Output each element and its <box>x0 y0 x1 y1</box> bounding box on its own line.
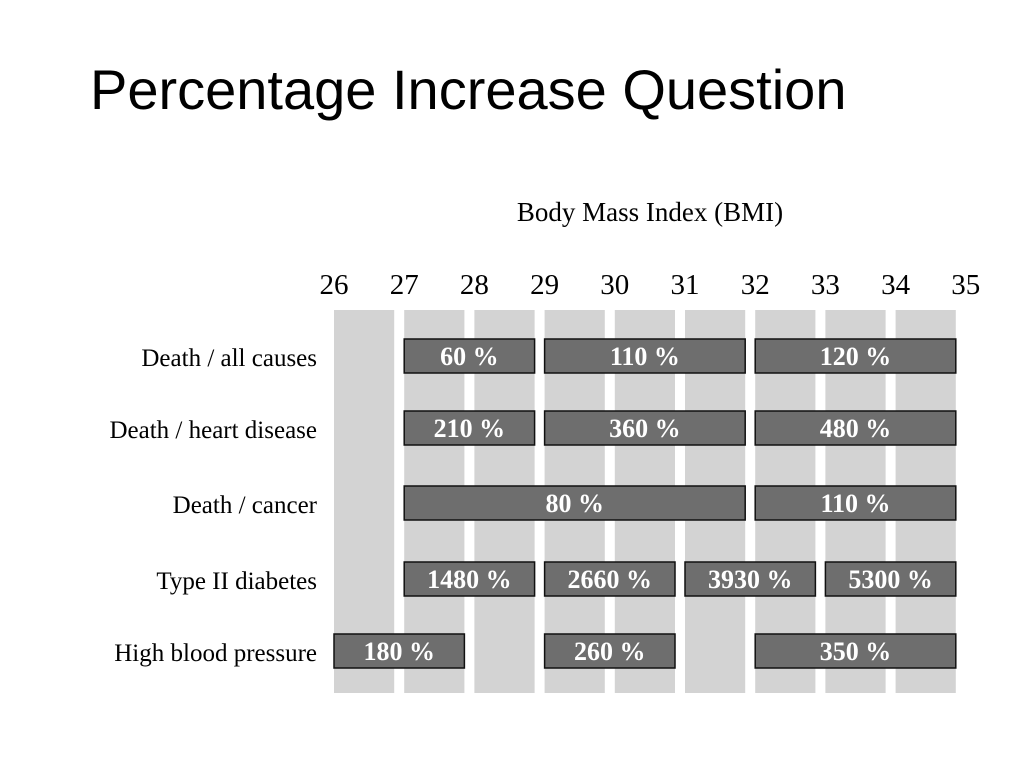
x-tick-label: 34 <box>881 269 911 301</box>
chart-row: Death / heart disease 210 % 360 % 480 % <box>109 410 957 446</box>
chart-rows: Death / all causes 60 % 110 % 120 %Death / … <box>109 338 957 669</box>
bar-segment <box>754 485 957 521</box>
x-axis-title: Body Mass Index (BMI) <box>517 197 783 227</box>
bar-segment <box>754 338 957 374</box>
chart-row: Death / cancer 80 % 110 % <box>173 485 957 521</box>
chart-row: High blood pressure 180 % 260 % 350 % <box>114 633 957 669</box>
bar-segment <box>824 561 957 597</box>
segment-label: 60 % <box>440 342 499 371</box>
segment-label: 3930 % <box>708 565 793 594</box>
row-label: Death / all causes <box>141 345 317 372</box>
x-tick-label: 35 <box>951 269 980 301</box>
bar-segment <box>684 561 817 597</box>
bar-segment <box>543 633 676 669</box>
row-label: Death / cancer <box>173 492 318 519</box>
bar-segment <box>403 338 536 374</box>
grid-band <box>334 310 395 693</box>
x-tick-label: 30 <box>600 269 629 301</box>
x-tick-label: 31 <box>671 269 700 301</box>
segment-label: 1480 % <box>427 565 512 594</box>
segment-label: 110 % <box>610 342 680 371</box>
segment-label: 5300 % <box>848 565 933 594</box>
x-tick-label: 29 <box>530 269 559 301</box>
segment-label: 350 % <box>820 637 892 666</box>
x-tick-label: 26 <box>320 269 349 301</box>
bar-segment <box>403 410 536 446</box>
bar-segment <box>333 633 466 669</box>
segment-label: 2660 % <box>568 565 653 594</box>
segment-label: 80 % <box>545 489 604 518</box>
bar-segment <box>543 338 746 374</box>
chart-row: Death / all causes 60 % 110 % 120 % <box>141 338 957 374</box>
bar-segment <box>543 410 746 446</box>
segment-label: 260 % <box>574 637 646 666</box>
segment-label: 120 % <box>820 342 892 371</box>
row-label: High blood pressure <box>114 640 317 667</box>
bar-segment <box>403 485 746 521</box>
segment-label: 110 % <box>820 489 890 518</box>
segment-label: 480 % <box>820 414 892 443</box>
row-label: Type II diabetes <box>156 568 317 595</box>
segment-label: 180 % <box>363 637 435 666</box>
x-tick-label: 32 <box>741 269 770 301</box>
segment-label: 210 % <box>434 414 506 443</box>
x-tick-label: 27 <box>390 269 419 301</box>
slide-title: Percentage Increase Question <box>90 58 847 121</box>
chart-row: Type II diabetes 1480 % 2660 % 3930 % 5300 % <box>156 561 957 597</box>
bar-segment <box>403 561 536 597</box>
row-label: Death / heart disease <box>109 417 317 444</box>
x-tick-label: 33 <box>811 269 840 301</box>
bar-segment <box>754 410 957 446</box>
bar-segment <box>754 633 957 669</box>
segment-label: 360 % <box>609 414 681 443</box>
bar-segment <box>543 561 676 597</box>
x-axis-ticks: 26 27 28 29 30 31 32 33 34 35 <box>320 269 981 301</box>
x-tick-label: 28 <box>460 269 489 301</box>
